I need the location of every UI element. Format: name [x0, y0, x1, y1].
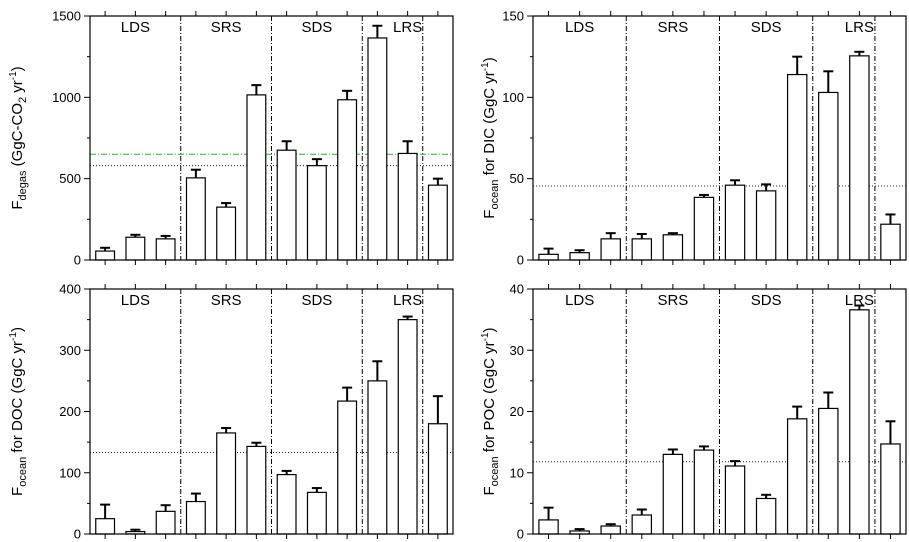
bar [880, 223, 901, 261]
bar [849, 55, 870, 261]
y-tick-label: 0 [74, 527, 81, 542]
group-label: SDS [301, 292, 332, 309]
group-label: LRS [393, 292, 422, 309]
y-axis-label: Focean for DIC (GgC yr-1) [480, 57, 501, 218]
y-tick-label: 200 [59, 404, 81, 419]
y-axis-label: Focean for DOC (GgC yr-1) [8, 327, 29, 496]
bar [569, 252, 590, 261]
group-label: LDS [121, 292, 150, 309]
bar [427, 184, 448, 261]
group-label: SRS [211, 19, 242, 36]
bar [693, 196, 715, 261]
bar [216, 206, 237, 261]
bar [662, 234, 684, 261]
bar [95, 250, 116, 261]
bar [631, 514, 653, 535]
chart-panel-3: LDS SRS SDS LRS 0 100 200 300 400 Focean for DOC … [8, 282, 454, 542]
y-tick-label: 40 [510, 282, 524, 297]
bar [155, 510, 176, 535]
bar [786, 418, 808, 535]
bar [367, 380, 388, 535]
y-tick-label: 400 [59, 282, 81, 297]
y-tick-label: 50 [510, 171, 524, 186]
bar [216, 432, 237, 535]
group-label: SRS [657, 19, 688, 36]
bar [246, 94, 267, 261]
bar [849, 309, 870, 535]
group-label: SRS [657, 292, 688, 309]
bar [276, 149, 297, 261]
bar [818, 91, 839, 261]
group-label: LDS [565, 292, 594, 309]
group-label: SDS [301, 19, 332, 36]
bar [155, 238, 176, 261]
bar [600, 238, 621, 261]
y-tick-label: 1000 [52, 90, 81, 105]
y-tick-label: 300 [59, 343, 81, 358]
bar [693, 449, 715, 535]
y-tick-label: 10 [510, 465, 524, 480]
bar [662, 453, 684, 535]
y-axis-label: Focean for POC (GgC yr-1) [480, 327, 501, 495]
bar [755, 497, 777, 535]
y-tick-label: 30 [510, 343, 524, 358]
group-label: SDS [751, 19, 782, 36]
bar [538, 519, 559, 535]
y-tick-label: 1500 [52, 9, 81, 24]
chart-panel-2: LDS SRS SDS LRS 0 50 100 150 Focean for DIC (GgC… [480, 9, 907, 268]
group-label: LRS [845, 292, 874, 309]
bar [276, 473, 297, 535]
bar [246, 445, 267, 535]
bar [125, 236, 146, 261]
bar [538, 253, 559, 261]
group-label: LDS [121, 19, 150, 36]
bar [367, 37, 388, 261]
bar [397, 152, 418, 261]
bar [724, 465, 746, 535]
group-label: SDS [751, 292, 782, 309]
bar [427, 423, 448, 535]
group-label: LDS [565, 19, 594, 36]
bar [337, 400, 358, 535]
chart-panel-4: LDS SRS SDS LRS 0 10 20 30 40 Focean for POC (GgC… [480, 282, 907, 542]
bar [724, 184, 746, 261]
bar [786, 73, 808, 261]
y-tick-label: 0 [517, 253, 524, 268]
y-tick-label: 150 [502, 9, 524, 24]
bar [631, 238, 653, 261]
bar [818, 407, 839, 535]
y-tick-label: 500 [59, 171, 81, 186]
group-label: LRS [845, 19, 874, 36]
y-tick-label: 0 [517, 527, 524, 542]
bar [880, 443, 901, 535]
bar [95, 518, 116, 535]
bar [185, 500, 206, 535]
y-tick-label: 0 [74, 253, 81, 268]
y-axis-label: Fdegas (GgC-CO2 yr-1) [8, 66, 29, 209]
group-label: SRS [211, 292, 242, 309]
bar [755, 190, 777, 261]
y-tick-label: 100 [502, 90, 524, 105]
y-tick-label: 20 [510, 404, 524, 419]
bar [306, 165, 327, 261]
bar [306, 491, 327, 535]
chart-panel-1: LDS SRS SDS LRS 0 500 1000 1500 Fdegas (GgC-CO2 … [8, 9, 454, 268]
bar [185, 177, 206, 261]
group-label: LRS [393, 19, 422, 36]
bar [397, 319, 418, 535]
y-tick-label: 100 [59, 465, 81, 480]
bar [600, 525, 621, 535]
bar [337, 99, 358, 261]
